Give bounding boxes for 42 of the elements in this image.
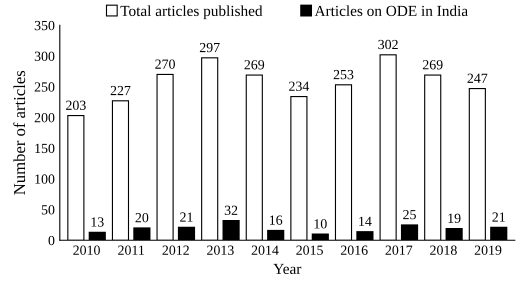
data-label: 269 xyxy=(244,60,264,70)
data-label: 270 xyxy=(155,59,175,69)
data-label: 253 xyxy=(334,70,354,80)
y-tick-label: 200 xyxy=(34,113,54,122)
x-tick-label: 2013 xyxy=(207,246,234,255)
x-tick-label: 2011 xyxy=(118,246,144,255)
x-tick-label: 2012 xyxy=(162,246,189,255)
data-label: 32 xyxy=(224,206,238,215)
y-tick-label: 100 xyxy=(35,174,54,184)
data-label: 21 xyxy=(180,212,193,222)
x-tick-label: 2014 xyxy=(252,246,279,255)
data-label: 13 xyxy=(92,217,104,227)
data-label: 20 xyxy=(136,213,148,222)
y-tick-label: 0 xyxy=(48,236,54,246)
data-label: 203 xyxy=(66,100,86,110)
data-label: 302 xyxy=(378,40,398,50)
legend-label: Articles on ODE in India xyxy=(314,5,468,16)
y-axis-title: Number of articles xyxy=(13,70,26,195)
data-label: 234 xyxy=(289,82,310,91)
data-label: 16 xyxy=(270,215,282,225)
data-label: 247 xyxy=(468,74,488,83)
x-tick-label: 2016 xyxy=(340,246,368,255)
x-tick-label: 2018 xyxy=(430,246,457,255)
data-label: 269 xyxy=(422,60,443,70)
y-tick-label: 50 xyxy=(42,205,54,214)
y-tick-label: 150 xyxy=(35,144,54,154)
data-label: 21 xyxy=(492,212,505,222)
data-label: 10 xyxy=(314,219,327,229)
data-label: 297 xyxy=(200,42,220,52)
data-label: 14 xyxy=(359,216,372,226)
x-axis-title: Year xyxy=(273,264,302,274)
y-tick-label: 300 xyxy=(34,52,54,61)
x-tick-label: 2017 xyxy=(386,246,412,255)
x-tick-label: 2010 xyxy=(73,246,100,255)
data-label: 19 xyxy=(448,214,461,223)
x-tick-label: 2015 xyxy=(296,246,323,255)
legend-label: Total articles published xyxy=(120,5,262,20)
y-tick-label: 250 xyxy=(34,82,54,92)
data-label: 25 xyxy=(403,210,416,220)
x-tick-label: 2019 xyxy=(474,246,502,255)
data-label: 227 xyxy=(110,86,130,96)
y-tick-label: 350 xyxy=(34,20,54,30)
